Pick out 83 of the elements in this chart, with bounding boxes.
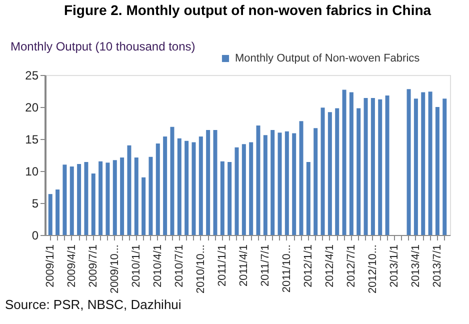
bar: [428, 92, 432, 235]
x-tick-label: 2011/10...: [280, 244, 293, 293]
bar: [77, 164, 82, 235]
bar: [356, 108, 361, 235]
chart-title: Figure 2. Monthly output of non-woven fabrics in China: [64, 2, 432, 18]
legend-label: Monthly Output of Non-woven Fabrics: [235, 52, 420, 64]
x-tick-label: 2009/10...: [108, 244, 121, 294]
bar: [306, 162, 310, 235]
bar: [335, 108, 340, 235]
bar: [84, 162, 88, 235]
x-tick-label: 2012/7/1: [345, 244, 358, 288]
x-tick-label: 2012/4/1: [324, 244, 336, 288]
x-tick-label: 2011/7/1: [259, 244, 272, 287]
bar: [314, 128, 318, 235]
bar: [270, 130, 275, 235]
bar: [421, 92, 426, 235]
bar: [292, 133, 296, 235]
bar: [378, 99, 382, 235]
bar: [163, 136, 168, 235]
bar: [442, 98, 447, 235]
bar: [370, 98, 375, 235]
bar: [299, 121, 304, 235]
bar: [177, 138, 182, 235]
bar: [127, 145, 132, 235]
x-tick-label: 2012/10...: [366, 244, 379, 294]
bar: [349, 92, 354, 235]
x-tick-label: 2013/1/1: [388, 244, 400, 288]
bar: [256, 126, 260, 235]
bar: [91, 174, 96, 235]
bar: [320, 108, 325, 235]
bar: [106, 162, 110, 235]
x-tick-label: 2010/1/1: [130, 244, 142, 288]
bar: [120, 158, 124, 235]
bar: [134, 158, 138, 235]
bar: [192, 142, 196, 235]
y-tick-label: 5: [32, 196, 39, 210]
bar: [220, 161, 224, 235]
bar: [249, 142, 254, 235]
bar: [48, 194, 52, 235]
y-tick-label: 15: [25, 132, 39, 146]
bar: [406, 89, 411, 235]
bar: [62, 164, 67, 235]
bar: [364, 98, 368, 235]
bar: [112, 160, 117, 235]
bar: [142, 177, 146, 235]
bar: [148, 156, 153, 235]
bar: [414, 98, 418, 235]
source-note: Source: PSR, NBSC, Dazhihui: [5, 297, 182, 312]
y-tick-label: 20: [25, 100, 39, 114]
y-tick-label: 25: [25, 68, 39, 82]
bar: [156, 143, 160, 235]
bar: [385, 95, 390, 235]
x-tick-label: 2013/4/1: [410, 244, 422, 288]
x-tick-label: 2010/4/1: [152, 244, 164, 288]
x-tick-label: 2013/7/1: [431, 244, 444, 288]
bar: [184, 140, 189, 235]
bar: [213, 130, 218, 235]
y-tick-label: 10: [25, 164, 39, 178]
x-tick-label: 2010/10...: [194, 244, 207, 294]
x-tick-label: 2009/4/1: [66, 244, 78, 288]
x-tick-label: 2011/4/1: [238, 244, 250, 287]
y-axis-title: Monthly Output (10 thousand tons): [10, 40, 196, 54]
bar: [206, 130, 210, 235]
x-tick-label: 2012/1/1: [302, 244, 314, 288]
x-tick-label: 2009/7/1: [87, 244, 100, 288]
bar: [342, 90, 346, 235]
bar: [284, 131, 289, 235]
bar: [198, 136, 203, 235]
bar: [435, 107, 440, 235]
bar: [170, 126, 174, 235]
y-tick-label: 0: [32, 228, 39, 242]
bar: [56, 190, 60, 235]
bar: [242, 144, 246, 235]
x-tick-label: 2011/1/1: [216, 244, 228, 287]
bar: [228, 162, 232, 235]
bar: [234, 147, 239, 235]
bar: [278, 132, 282, 235]
x-tick-label: 2009/1/1: [44, 244, 56, 288]
bar: [263, 135, 268, 235]
x-tick-label: 2010/7/1: [173, 244, 186, 288]
bar: [98, 161, 103, 235]
bar: [70, 166, 74, 235]
bar: [328, 112, 332, 235]
